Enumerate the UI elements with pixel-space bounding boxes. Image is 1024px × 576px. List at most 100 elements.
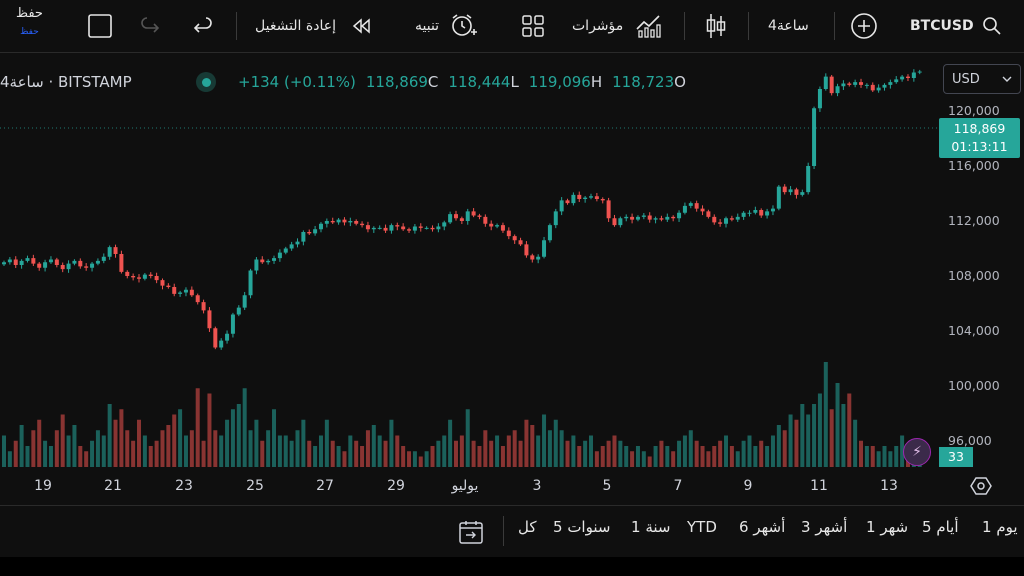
volume-badge: 33 xyxy=(939,447,973,467)
candle-body xyxy=(835,86,840,94)
candle-body xyxy=(700,208,705,212)
candle-body xyxy=(917,71,922,73)
volume-bar xyxy=(172,414,177,467)
save-button[interactable]: حفظ حفظ xyxy=(16,6,43,37)
candle-body xyxy=(54,259,59,265)
candlestick-icon xyxy=(706,14,726,38)
volume-bar xyxy=(753,446,758,467)
chart-legend-title[interactable]: 4ساعة · BITSTAMP xyxy=(0,70,132,94)
candle-body xyxy=(266,260,271,263)
candle-body xyxy=(630,216,635,220)
go-to-date-button[interactable] xyxy=(458,519,484,549)
volume-bar xyxy=(131,440,136,467)
indicators-button[interactable]: مؤشرات xyxy=(572,0,663,52)
volume-bar xyxy=(13,440,18,467)
candle-body xyxy=(95,260,100,264)
compare-add-button[interactable] xyxy=(850,0,878,52)
volume-bar xyxy=(641,451,646,467)
candle-body xyxy=(553,211,558,226)
volume-bar xyxy=(272,409,277,467)
candle-body xyxy=(495,225,500,227)
legend-open-key: O xyxy=(674,73,686,91)
candle-body xyxy=(823,76,828,89)
candle-body xyxy=(377,227,382,229)
volume-bar xyxy=(254,419,259,467)
range-6m[interactable]: 6 أشهر xyxy=(739,518,786,536)
volume-bar xyxy=(137,419,142,467)
volume-bar xyxy=(770,435,775,467)
volume-bar xyxy=(870,446,875,467)
range-1y[interactable]: 1 سنة xyxy=(631,518,671,536)
candle-body xyxy=(195,295,200,303)
candle-body xyxy=(477,215,482,217)
lightning-icon[interactable]: ⚡ xyxy=(903,438,931,466)
screen-bottom-edge xyxy=(0,557,1024,576)
volume-bar xyxy=(483,430,488,467)
redo-button[interactable] xyxy=(140,0,162,52)
market-status-icon[interactable] xyxy=(196,72,216,92)
candle-body xyxy=(295,241,300,245)
volume-bar xyxy=(630,451,635,467)
range-1d[interactable]: يوم 1 xyxy=(982,518,1018,536)
volume-bar xyxy=(618,440,623,467)
candle-body xyxy=(137,277,142,279)
candle-body xyxy=(207,310,212,329)
volume-bar xyxy=(342,451,347,467)
currency-select[interactable]: USD xyxy=(943,64,1021,94)
volume-bar xyxy=(336,446,341,467)
chart-type-button[interactable] xyxy=(705,0,727,52)
range-all[interactable]: كل xyxy=(518,518,537,536)
volume-bar xyxy=(794,419,799,467)
symbol-search-button[interactable]: BTCUSD xyxy=(910,0,1002,52)
candle-body xyxy=(324,221,329,224)
undo-button[interactable] xyxy=(191,0,213,52)
fullscreen-button[interactable] xyxy=(87,0,113,52)
candle-body xyxy=(301,232,306,242)
range-ytd[interactable]: YTD xyxy=(687,518,717,536)
candle-body xyxy=(2,262,6,265)
volume-bar xyxy=(859,440,864,467)
interval-button[interactable]: 4ساعة xyxy=(768,0,809,52)
range-5d[interactable]: 5 أيام xyxy=(922,518,959,536)
candle-body xyxy=(19,260,24,265)
candle-body xyxy=(864,84,869,86)
price-axis-label: 120,000 xyxy=(948,103,1000,118)
volume-bar xyxy=(183,435,188,467)
price-axis-label: 100,000 xyxy=(948,378,1000,393)
toolbar-separator xyxy=(684,12,685,40)
candle-body xyxy=(882,84,887,88)
volume-bar xyxy=(506,435,511,467)
alert-button[interactable]: تنبيه xyxy=(415,0,478,52)
volume-bar xyxy=(219,435,224,467)
volume-bar xyxy=(25,446,30,467)
candle-body xyxy=(788,189,793,193)
candle-body xyxy=(518,240,523,245)
range-3m[interactable]: 3 أشهر xyxy=(801,518,848,536)
candle-body xyxy=(125,271,130,276)
save-label: حفظ xyxy=(16,6,43,21)
range-1m[interactable]: 1 شهر xyxy=(866,518,909,536)
candle-body xyxy=(571,194,576,204)
volume-bar xyxy=(835,383,840,467)
time-axis-label: 23 xyxy=(175,478,193,494)
volume-bar xyxy=(283,435,288,467)
volume-bar xyxy=(606,440,611,467)
save-sublabel: حفظ xyxy=(20,27,39,37)
last-price-badge: 118,869 01:13:11 xyxy=(939,118,1020,158)
candle-body xyxy=(800,192,805,195)
chart-settings-button[interactable] xyxy=(970,475,992,497)
volume-bar xyxy=(360,446,365,467)
candle-body xyxy=(506,230,511,237)
range-5y[interactable]: 5 سنوات xyxy=(553,518,611,536)
volume-bar xyxy=(735,451,740,467)
price-axis-label: 116,000 xyxy=(948,158,1000,173)
candle-body xyxy=(25,258,30,261)
candle-body xyxy=(688,203,693,206)
candle-body xyxy=(342,219,347,223)
volume-bar xyxy=(60,414,65,467)
layout-button[interactable] xyxy=(521,0,545,52)
price-chart[interactable] xyxy=(0,53,940,470)
replay-button[interactable]: إعادة التشغيل xyxy=(255,0,372,52)
candle-body xyxy=(512,236,517,241)
candle-body xyxy=(847,83,852,85)
